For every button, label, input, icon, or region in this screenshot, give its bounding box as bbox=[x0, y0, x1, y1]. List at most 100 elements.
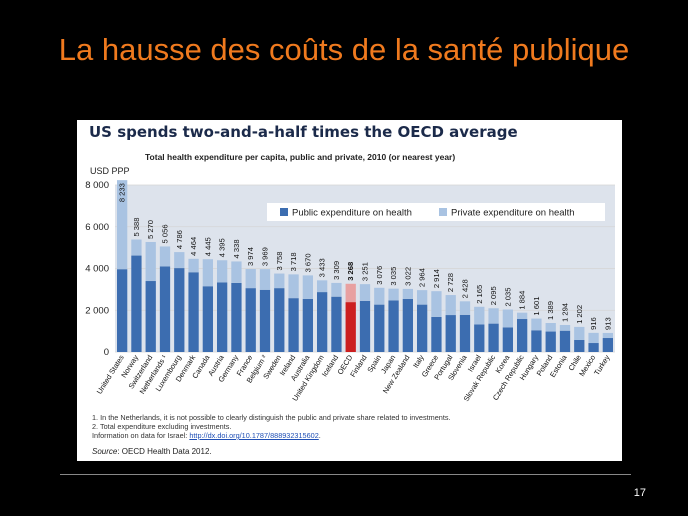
bar-total-label: 3 718 bbox=[289, 252, 298, 271]
bar-total-label: 4 445 bbox=[203, 237, 212, 256]
y-tick-label: 2 000 bbox=[85, 305, 109, 316]
bar-total-label: 8 233 bbox=[118, 183, 127, 202]
bar-private bbox=[288, 274, 299, 299]
bar-public bbox=[159, 266, 171, 352]
bar-public bbox=[131, 255, 142, 352]
bar-public bbox=[331, 296, 342, 352]
legend: Public expenditure on health Private expe… bbox=[267, 203, 605, 221]
info-line: Information on data for Israel: http://d… bbox=[92, 431, 451, 440]
bar-total-label: 3 758 bbox=[275, 252, 284, 271]
bar-total-label: 913 bbox=[603, 317, 612, 330]
bar-public bbox=[574, 339, 585, 352]
bar-public bbox=[145, 281, 156, 352]
source-line: Source: OECD Health Data 2012. bbox=[92, 447, 212, 456]
y-tick-label: 0 bbox=[104, 347, 109, 358]
legend-label: Public expenditure on health bbox=[292, 208, 412, 219]
bar-private bbox=[202, 259, 213, 287]
bar-private bbox=[359, 284, 371, 301]
bar-private bbox=[388, 288, 399, 301]
chart-title: US spends two-and-a-half times the OECD … bbox=[89, 123, 518, 141]
bar-total-label: 916 bbox=[589, 317, 598, 330]
bar-total-label: 3 076 bbox=[375, 266, 384, 285]
bar-total-label: 3 433 bbox=[318, 258, 327, 277]
bar-total-label: 1 601 bbox=[532, 297, 541, 316]
bar-private bbox=[245, 269, 256, 289]
bar-private bbox=[502, 309, 513, 328]
bar-total-label: 3 035 bbox=[389, 267, 398, 286]
bar-private bbox=[517, 312, 528, 320]
bar-private bbox=[259, 269, 271, 290]
bar-public bbox=[417, 304, 428, 352]
bar-private bbox=[559, 324, 571, 331]
bar-total-label: 1 294 bbox=[561, 303, 570, 322]
bar-public bbox=[202, 286, 213, 352]
bar-total-label: 3 022 bbox=[403, 267, 412, 286]
y-tick-label: 8 000 bbox=[85, 180, 109, 191]
bar-public bbox=[274, 288, 285, 352]
bar-private bbox=[188, 258, 199, 273]
bar-private bbox=[374, 287, 385, 305]
footnote-1: 1. In the Netherlands, it is not possibl… bbox=[92, 413, 451, 422]
bar-public bbox=[174, 268, 185, 352]
source-text: : OECD Health Data 2012. bbox=[117, 447, 212, 456]
y-axis-unit: USD PPP bbox=[90, 166, 130, 176]
bar-public bbox=[188, 272, 199, 352]
bar-total-label: 4 464 bbox=[189, 237, 198, 256]
bar-total-label: 5 056 bbox=[161, 224, 170, 243]
bar-private bbox=[145, 241, 156, 282]
bar-public bbox=[588, 343, 599, 352]
bar-private bbox=[602, 332, 613, 339]
bar-private bbox=[231, 261, 242, 283]
info-suffix: . bbox=[318, 431, 321, 440]
info-link[interactable]: http://dx.doi.org/10.1787/888932315602 bbox=[189, 431, 319, 440]
bar-private bbox=[174, 252, 185, 269]
bar-total-label: 2 095 bbox=[489, 286, 498, 305]
y-tick-label: 4 000 bbox=[85, 264, 109, 275]
page-number: 17 bbox=[633, 487, 646, 499]
bar-public bbox=[602, 338, 613, 352]
bar-private bbox=[345, 283, 356, 303]
bar-public bbox=[517, 319, 528, 352]
bar-total-label: 4 338 bbox=[232, 239, 241, 258]
x-tick-label: Turkey bbox=[592, 353, 612, 377]
bar-public bbox=[502, 327, 513, 352]
bar-public bbox=[388, 300, 399, 352]
bar-private bbox=[531, 318, 542, 331]
bar-public bbox=[459, 314, 471, 352]
bar-total-label: 5 270 bbox=[146, 220, 155, 239]
bar-private bbox=[588, 332, 599, 344]
bar-private bbox=[302, 275, 313, 299]
bar-private bbox=[159, 246, 171, 267]
bar-private bbox=[431, 291, 442, 317]
bar-total-label: 2 728 bbox=[446, 273, 455, 292]
bar-private bbox=[417, 290, 428, 305]
bar-public bbox=[359, 300, 371, 352]
bar-total-label: 2 428 bbox=[461, 279, 470, 298]
bar-total-label: 1 389 bbox=[546, 301, 555, 320]
bar-private bbox=[459, 301, 471, 315]
bar-public bbox=[559, 330, 571, 352]
bar-private bbox=[274, 273, 285, 289]
bar-total-label: 2 165 bbox=[475, 285, 484, 304]
bar-public bbox=[117, 269, 128, 352]
bar-public bbox=[288, 298, 299, 352]
bar-total-label: 2 035 bbox=[503, 288, 512, 307]
bar-private bbox=[331, 282, 342, 297]
info-prefix: Information on data for Israel: bbox=[92, 431, 190, 440]
bar-private bbox=[474, 306, 485, 325]
bar-public bbox=[259, 289, 271, 352]
bar-total-label: 1 884 bbox=[518, 291, 527, 310]
bar-public bbox=[431, 316, 442, 352]
footer-rule bbox=[60, 474, 631, 475]
bar-private bbox=[117, 180, 128, 270]
bar-public bbox=[231, 282, 242, 352]
bar-total-label: 3 251 bbox=[361, 262, 370, 281]
bar-total-label: 2 914 bbox=[432, 269, 441, 288]
legend-swatch bbox=[439, 208, 447, 216]
bar-private bbox=[217, 260, 228, 283]
bar-total-label: 4 786 bbox=[175, 230, 184, 249]
bar-private bbox=[131, 239, 142, 256]
bar-private bbox=[402, 288, 413, 299]
